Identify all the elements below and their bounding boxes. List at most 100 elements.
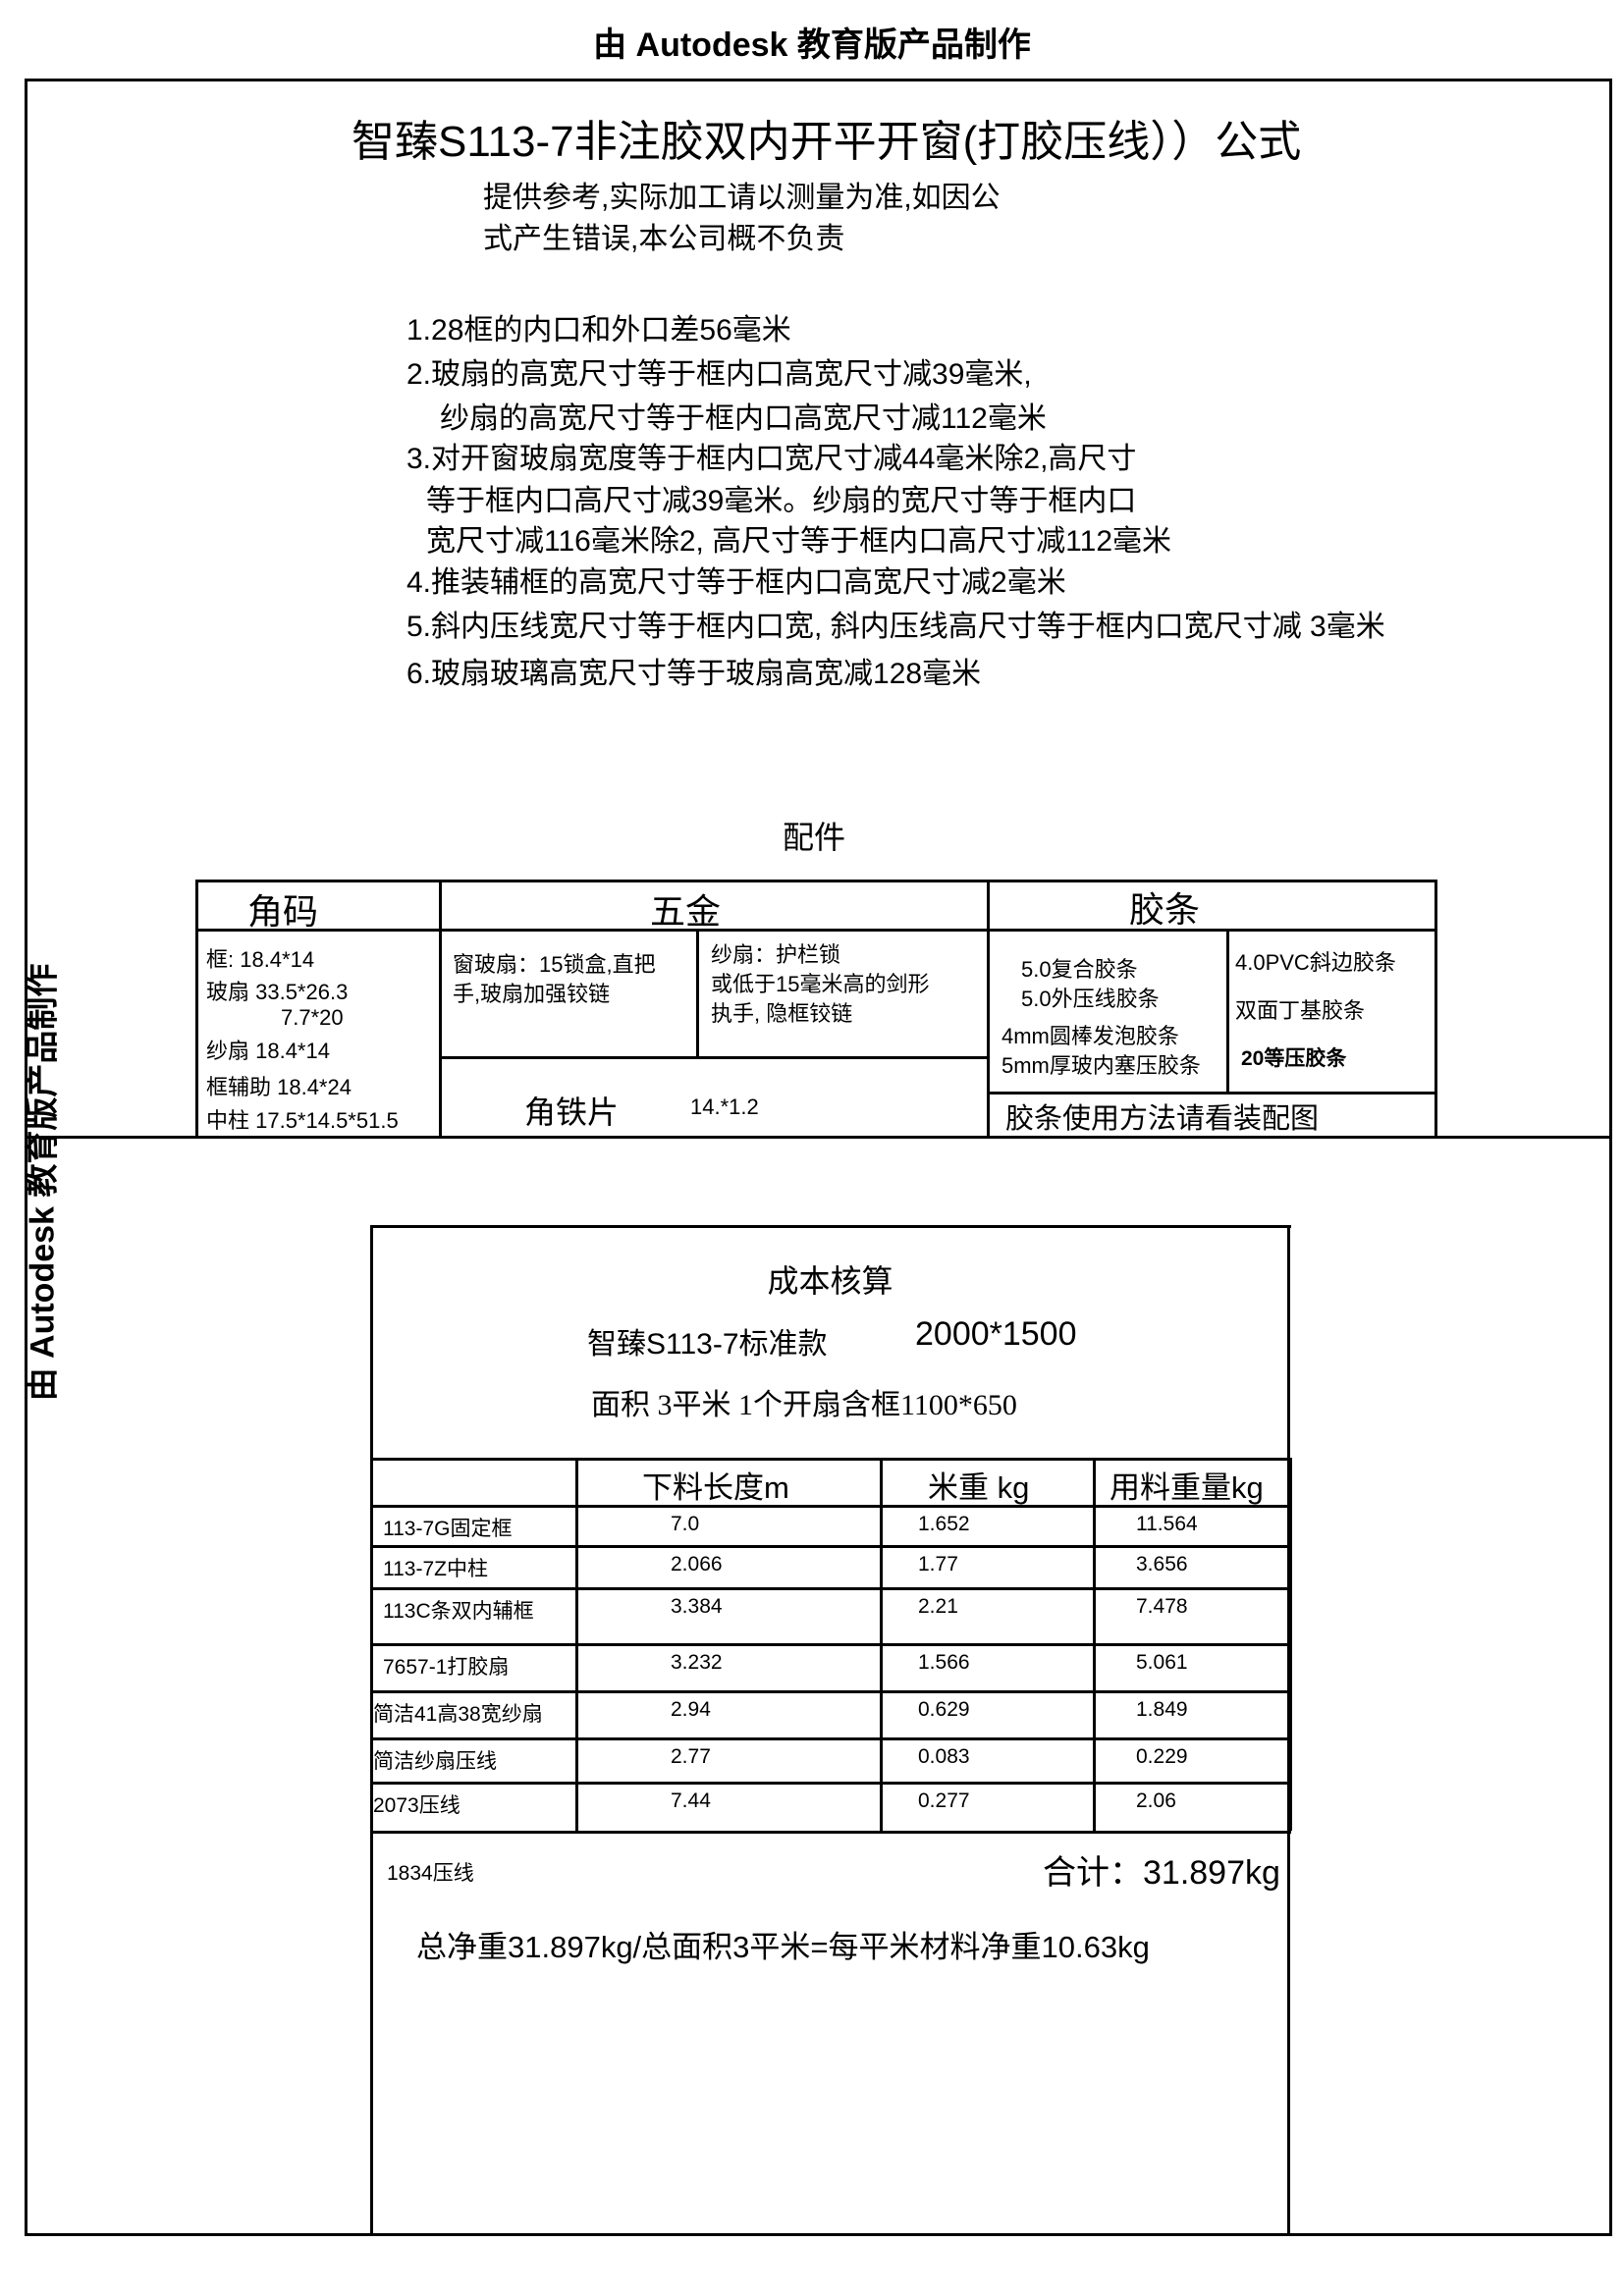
border-right xyxy=(1609,79,1612,2236)
table-line xyxy=(370,1587,1291,1590)
acc-line xyxy=(696,929,699,1057)
table-cell: 2.77 xyxy=(671,1745,711,1768)
header-hardware: 五金 xyxy=(650,891,722,932)
strip-item: 5mm厚玻内塞压胶条 xyxy=(1001,1053,1201,1078)
table-header: 米重 kg xyxy=(928,1470,1030,1505)
table-line xyxy=(370,1831,1291,1834)
table-line xyxy=(370,1737,1291,1740)
cost-title: 成本核算 xyxy=(767,1263,893,1299)
strip-item: 双面丁基胶条 xyxy=(1235,998,1366,1023)
table-cell: 0.629 xyxy=(918,1698,970,1721)
table-cell: 7.44 xyxy=(671,1789,711,1812)
table-cell: 2.94 xyxy=(671,1698,711,1721)
acc-line xyxy=(195,880,198,1137)
rule: 3.对开窗玻扇宽度等于框内口宽尺寸减44毫米除2,高尺寸 xyxy=(406,443,1137,475)
cost-line xyxy=(370,1225,1291,1228)
table-cell: 7657-1打胶扇 xyxy=(383,1656,510,1679)
acc-line xyxy=(1435,880,1437,1137)
table-cell: 1.652 xyxy=(918,1513,970,1535)
table-cell: 2.06 xyxy=(1136,1789,1176,1812)
hardware-glass: 手,玻扇加强铰链 xyxy=(453,982,611,1006)
rule: 5.斜内压线宽尺寸等于框内口宽, 斜内压线高尺寸等于框内口宽尺寸减 3毫米 xyxy=(406,611,1385,643)
acc-line xyxy=(439,1056,989,1059)
rule: 纱扇的高宽尺寸等于框内口高宽尺寸减112毫米 xyxy=(440,402,1047,435)
acc-line xyxy=(987,880,990,1137)
disclaimer-line: 式产生错误,本公司概不负责 xyxy=(483,223,845,255)
corner-item: 框: 18.4*14 xyxy=(206,947,315,972)
table-line xyxy=(370,1782,1291,1785)
table-cell: 3.656 xyxy=(1136,1553,1188,1575)
table-cell: 1.849 xyxy=(1136,1698,1188,1721)
rule: 1.28框的内口和外口差56毫米 xyxy=(406,314,791,347)
table-line xyxy=(370,1690,1291,1693)
cost-size: 2000*1500 xyxy=(915,1315,1077,1353)
table-cell: 2073压线 xyxy=(373,1794,460,1817)
table-header: 下料长度m xyxy=(642,1470,789,1505)
hardware-screen: 执手, 隐框铰链 xyxy=(711,1001,853,1026)
rule: 6.玻扇玻璃高宽尺寸等于玻扇高宽减128毫米 xyxy=(406,658,982,690)
cost-summary: 总净重31.897kg/总面积3平米=每平米材料净重10.63kg xyxy=(416,1930,1150,1964)
hardware-screen: 或低于15毫米高的剑形 xyxy=(711,972,930,996)
corner-item: 框辅助 18.4*24 xyxy=(206,1075,352,1099)
watermark-top: 由 Autodesk 教育版产品制作 xyxy=(593,27,1031,64)
table-cell: 1.77 xyxy=(918,1553,958,1575)
table-cell: 11.564 xyxy=(1136,1513,1198,1535)
table-cell: 0.083 xyxy=(918,1745,970,1768)
table-cell: 0.277 xyxy=(918,1789,970,1812)
cost-total: 合计：31.897kg xyxy=(1043,1854,1280,1892)
table-cell: 简洁41高38宽纱扇 xyxy=(373,1703,543,1726)
rule: 宽尺寸减116毫米除2, 高尺寸等于框内口高尺寸减112毫米 xyxy=(426,525,1172,558)
strip-item: 20等压胶条 xyxy=(1241,1047,1347,1070)
header-strips: 胶条 xyxy=(1129,889,1201,930)
rule: 2.玻扇的高宽尺寸等于框内口高宽尺寸减39毫米, xyxy=(406,358,1032,391)
border-top xyxy=(25,79,1612,81)
table-cell: 113C条双内辅框 xyxy=(383,1600,534,1623)
strips-note: 胶条使用方法请看装配图 xyxy=(1005,1103,1320,1135)
angle-iron-value: 14.*1.2 xyxy=(690,1095,759,1119)
extra-item: 1834压线 xyxy=(387,1862,474,1885)
table-line xyxy=(370,1643,1291,1646)
hardware-screen: 纱扇：护栏锁 xyxy=(711,942,841,967)
strip-item: 4mm圆棒发泡胶条 xyxy=(1001,1024,1179,1048)
table-cell: 简洁纱扇压线 xyxy=(373,1750,497,1773)
strip-item: 5.0复合胶条 xyxy=(1021,957,1138,982)
table-header: 用料重量kg xyxy=(1110,1470,1264,1505)
corner-item: 中柱 17.5*14.5*51.5 xyxy=(206,1108,399,1133)
cost-model: 智臻S113-7标准款 xyxy=(587,1328,828,1361)
corner-item: 7.7*20 xyxy=(281,1005,344,1030)
table-cell: 113-7Z中柱 xyxy=(383,1558,488,1580)
page-divider xyxy=(25,1136,1612,1139)
hardware-glass: 窗玻扇：15锁盒,直把 xyxy=(453,952,656,977)
table-cell: 2.066 xyxy=(671,1553,723,1575)
table-line xyxy=(370,1458,1291,1461)
table-line xyxy=(370,1545,1291,1548)
strip-item: 5.0外压线胶条 xyxy=(1021,987,1160,1011)
border-bottom xyxy=(25,2233,1612,2236)
rule: 等于框内口高尺寸减39毫米。纱扇的宽尺寸等于框内口 xyxy=(426,485,1137,517)
table-line xyxy=(370,1505,1291,1508)
border-left xyxy=(25,79,27,2236)
page-title: 智臻S113-7非注胶双内开平开窗(打胶压线））公式 xyxy=(352,118,1302,166)
acc-line xyxy=(987,1092,1437,1095)
disclaimer-line: 提供参考,实际加工请以测量为准,如因公 xyxy=(483,182,1001,214)
accessories-heading: 配件 xyxy=(783,820,846,855)
table-cell: 3.384 xyxy=(671,1595,723,1618)
table-cell: 7.478 xyxy=(1136,1595,1188,1618)
table-cell: 7.0 xyxy=(671,1513,700,1535)
table-cell: 1.566 xyxy=(918,1651,970,1674)
table-cell: 113-7G固定框 xyxy=(383,1518,513,1540)
table-cell: 0.229 xyxy=(1136,1745,1188,1768)
corner-item: 纱扇 18.4*14 xyxy=(206,1039,330,1063)
table-cell: 5.061 xyxy=(1136,1651,1188,1674)
cost-line xyxy=(1287,1225,1290,2236)
table-cell: 3.232 xyxy=(671,1651,723,1674)
table-cell: 2.21 xyxy=(918,1595,958,1618)
rule: 4.推装辅框的高宽尺寸等于框内口高宽尺寸减2毫米 xyxy=(406,566,1066,599)
acc-line xyxy=(1226,929,1229,1094)
watermark-left: 由 Autodesk 教育版产品制作 xyxy=(24,963,62,1402)
header-corner: 角码 xyxy=(247,891,319,932)
corner-item: 玻扇 33.5*26.3 xyxy=(206,980,349,1004)
acc-line xyxy=(195,880,1437,882)
acc-line xyxy=(439,880,442,1137)
